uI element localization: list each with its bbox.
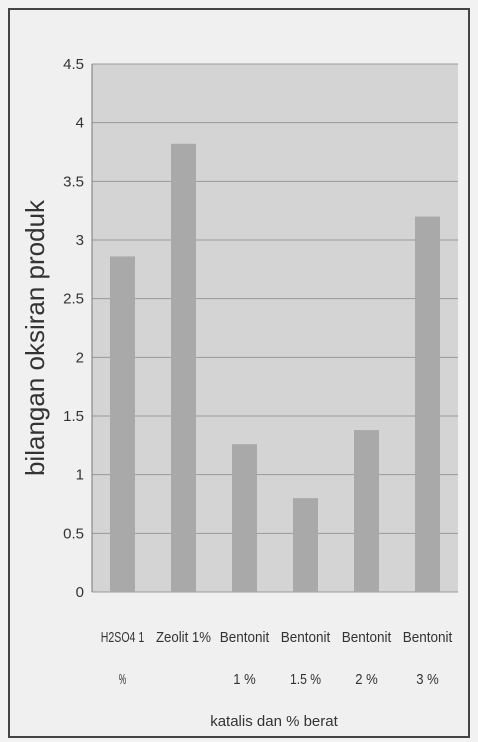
bar bbox=[171, 143, 196, 592]
y-tick-labels: 0 0.5 1 1.5 2 2.5 3 3.5 4 4.5 bbox=[63, 56, 84, 601]
x-category-label: 2 % bbox=[355, 671, 378, 688]
x-category-label: Bentonit bbox=[403, 629, 453, 646]
x-category-label: 1 % bbox=[233, 671, 256, 688]
x-category-label: Bentonit bbox=[220, 629, 270, 646]
bar-chart: 0 0.5 1 1.5 2 2.5 3 3.5 4 4.5 H2SO4 1% Zeolit 1% Be… bbox=[20, 56, 458, 730]
y-axis-title: bilangan oksiran produk bbox=[20, 199, 50, 476]
x-category-label: % bbox=[119, 671, 127, 688]
gridlines bbox=[92, 63, 458, 593]
bar bbox=[110, 256, 135, 592]
x-category-labels: H2SO4 1% Zeolit 1% Bentonit 1 % Bentonit 1.5 … bbox=[101, 629, 453, 688]
bar bbox=[232, 444, 257, 592]
y-tick-label: 4.5 bbox=[63, 56, 84, 73]
x-category-label: Bentonit bbox=[281, 629, 331, 646]
x-axis-title: katalis dan % berat bbox=[210, 713, 338, 730]
bar bbox=[354, 430, 379, 592]
y-tick-label: 0.5 bbox=[63, 525, 84, 542]
x-category-label: 3 % bbox=[416, 671, 439, 688]
y-tick-label: 1 bbox=[76, 467, 84, 484]
x-category-label: 1.5 % bbox=[290, 671, 321, 688]
y-tick-label: 3.5 bbox=[63, 173, 84, 190]
y-tick-label: 2 bbox=[76, 349, 84, 366]
x-category-label: H2SO4 1 bbox=[101, 629, 144, 646]
x-category-label: Zeolit 1% bbox=[156, 629, 211, 646]
x-category-label: Bentonit bbox=[342, 629, 392, 646]
bar bbox=[415, 216, 440, 593]
y-tick-label: 0 bbox=[76, 584, 84, 601]
bars bbox=[110, 143, 440, 593]
y-tick-label: 4 bbox=[76, 115, 84, 132]
chart-frame: 0 0.5 1 1.5 2 2.5 3 3.5 4 4.5 H2SO4 1% Zeolit 1% Be… bbox=[8, 8, 470, 738]
y-tick-label: 3 bbox=[76, 232, 84, 249]
y-tick-label: 1.5 bbox=[63, 408, 84, 425]
bar bbox=[293, 498, 318, 592]
plot-area bbox=[92, 64, 458, 592]
y-tick-label: 2.5 bbox=[63, 291, 84, 308]
